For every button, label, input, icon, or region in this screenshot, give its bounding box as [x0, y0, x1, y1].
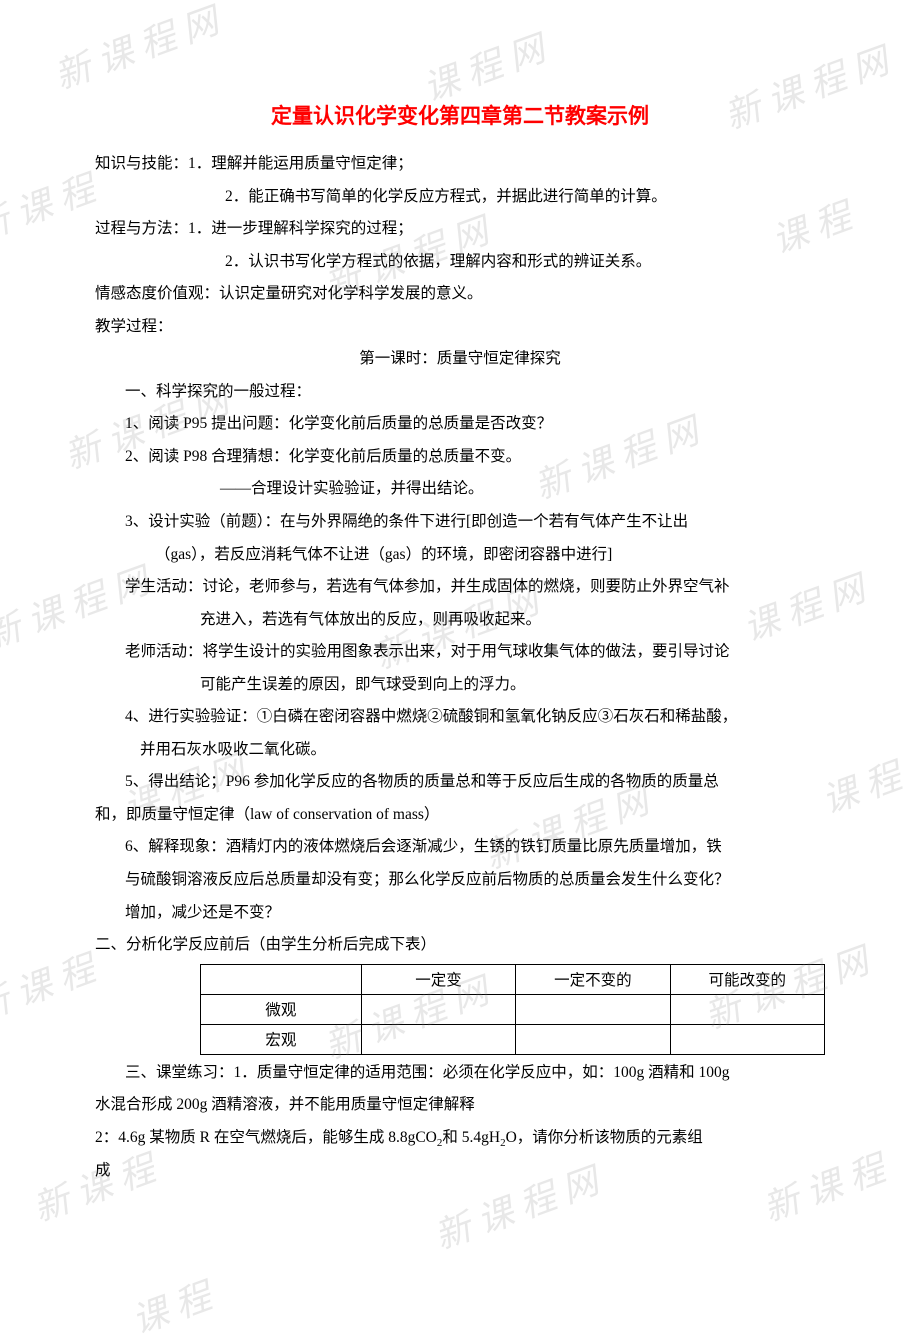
text-fragment: O，请你分析该物质的元素组	[506, 1129, 703, 1146]
text-line-15: 4、进行实验验证：①白磷在密闭容器中燃烧②硫酸铜和氢氧化钠反应③石灰石和稀盐酸，	[95, 701, 825, 734]
watermark-text: 课 程 网	[415, 20, 551, 112]
text-line-15b: 并用石灰水吸收二氧化碳。	[95, 734, 825, 767]
table-row: 微观	[201, 994, 825, 1024]
text-line-12b: （gas），若反应消耗气体不让进（gas）的环境，即密闭容器中进行]	[95, 539, 825, 572]
table-header: 一定不变的	[516, 964, 670, 994]
text-line-14b: 可能产生误差的原因，即气球受到向上的浮力。	[95, 669, 825, 702]
watermark-text: 新 课 程 网	[46, 0, 224, 100]
text-line-13: 学生活动：讨论，老师参与，若选有气体参加，并生成固体的燃烧，则要防止外界空气补	[95, 571, 825, 604]
text-line-19b: 水混合形成 200g 酒精溶液，并不能用质量守恒定律解释	[95, 1089, 825, 1122]
watermark-text: 新 课 程	[0, 160, 101, 252]
watermark-text: 课 程	[124, 1268, 218, 1344]
text-line-7: 第一课时：质量守恒定律探究	[95, 343, 825, 376]
text-line-1: 知识与技能：1．理解并能运用质量守恒定律；	[95, 148, 825, 181]
table-cell: 微观	[201, 994, 362, 1024]
watermark-text: 课 程	[814, 748, 908, 825]
analysis-table: 一定变 一定不变的 可能改变的 微观 宏观	[200, 964, 825, 1055]
table-cell	[361, 994, 515, 1024]
table-cell: 宏观	[201, 1024, 362, 1054]
text-line-11: ——合理设计实验验证，并得出结论。	[95, 473, 825, 506]
watermark-text: 新 课 程	[0, 940, 101, 1032]
table-header: 可能改变的	[670, 964, 824, 994]
text-line-5: 情感态度价值观：认识定量研究对化学科学发展的意义。	[95, 278, 825, 311]
text-line-14: 老师活动：将学生设计的实验用图象表示出来，对于用气球收集气体的做法，要引导讨论	[95, 636, 825, 669]
table-header: 一定变	[361, 964, 515, 994]
table-row: 一定变 一定不变的 可能改变的	[201, 964, 825, 994]
text-line-17c: 增加，减少还是不变？	[95, 897, 825, 930]
text-line-9: 1、阅读 P95 提出问题：化学变化前后质量的总质量是否改变？	[95, 408, 825, 441]
table-header	[201, 964, 362, 994]
text-line-20d: 成	[95, 1155, 825, 1188]
table-cell	[670, 994, 824, 1024]
text-line-18: 二、分析化学反应前后（由学生分析后完成下表）	[95, 929, 825, 962]
text-line-8: 一、科学探究的一般过程：	[95, 376, 825, 409]
text-line-3: 过程与方法：1．进一步理解科学探究的过程；	[95, 213, 825, 246]
text-fragment: 和 5.4gH	[442, 1129, 500, 1146]
page-title: 定量认识化学变化第四章第二节教案示例	[95, 100, 825, 130]
text-fragment: 2：4.6g 某物质 R 在空气燃烧后，能够生成 8.8gCO	[95, 1129, 437, 1146]
text-line-17: 6、解释现象：酒精灯内的液体燃烧后会逐渐减少，生锈的铁钉质量比原先质量增加，铁	[95, 831, 825, 864]
text-line-13b: 充进入，若选有气体放出的反应，则再吸收起来。	[95, 604, 825, 637]
text-line-6: 教学过程：	[95, 311, 825, 344]
text-line-19: 三、课堂练习：1．质量守恒定律的适用范围：必须在化学反应中，如：100g 酒精和…	[95, 1057, 825, 1090]
table-row: 宏观	[201, 1024, 825, 1054]
text-line-16: 5、得出结论；P96 参加化学反应的各物质的质量总和等于反应后生成的各物质的质量…	[95, 766, 825, 799]
table-cell	[361, 1024, 515, 1054]
text-line-12: 3、设计实验（前题）：在与外界隔绝的条件下进行[即创造一个若有气体产生不让出	[95, 506, 825, 539]
text-line-4: 2．认识书写化学方程式的依据，理解内容和形式的辨证关系。	[95, 246, 825, 279]
text-line-20: 2：4.6g 某物质 R 在空气燃烧后，能够生成 8.8gCO2和 5.4gH2…	[95, 1122, 825, 1155]
table-cell	[670, 1024, 824, 1054]
table-cell	[516, 994, 670, 1024]
table-cell	[516, 1024, 670, 1054]
text-line-17b: 与硫酸铜溶液反应后总质量却没有变；那么化学反应前后物质的总质量会发生什么变化？	[95, 864, 825, 897]
text-line-10: 2、阅读 P98 合理猜想：化学变化前后质量的总质量不变。	[95, 441, 825, 474]
text-line-16b: 和，即质量守恒定律（law of conservation of mass）	[95, 799, 825, 832]
text-line-2: 2．能正确书写简单的化学反应方程式，并据此进行简单的计算。	[95, 181, 825, 214]
